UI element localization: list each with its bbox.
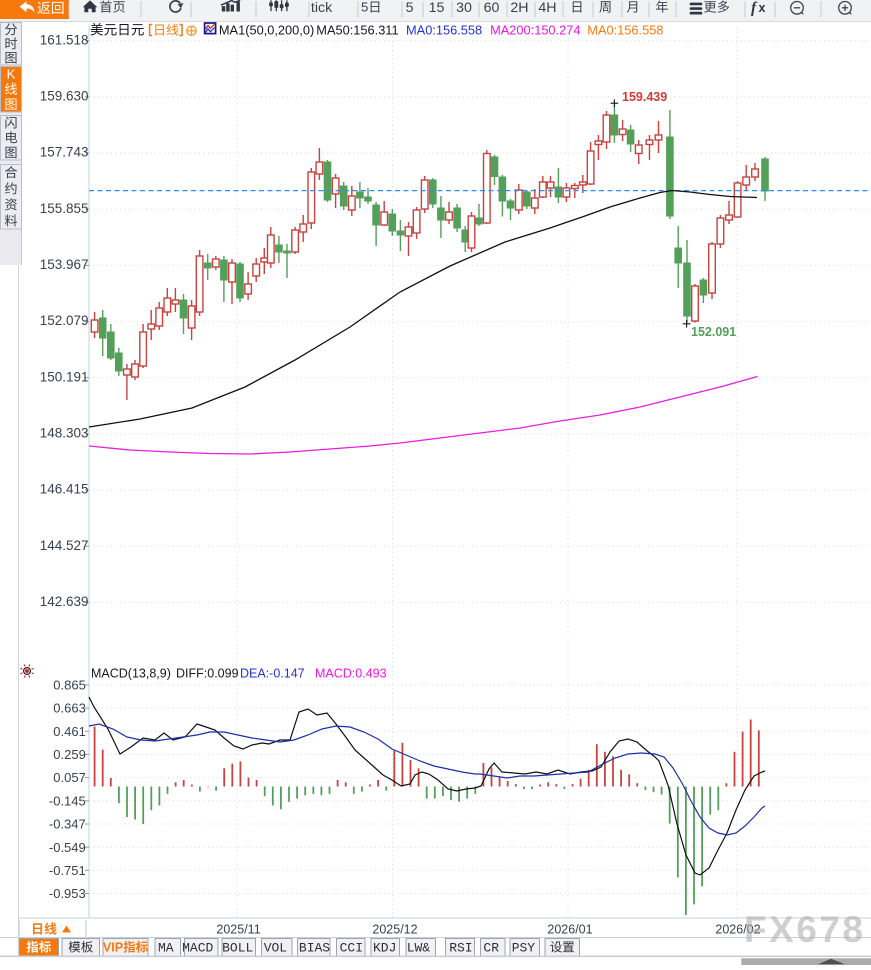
svg-text:x: x: [759, 1, 766, 15]
svg-text:-0.145: -0.145: [49, 793, 86, 808]
svg-text:DEA:-0.147: DEA:-0.147: [240, 667, 305, 681]
svg-text:-0.953: -0.953: [49, 886, 86, 901]
svg-text:RSI: RSI: [449, 941, 472, 956]
svg-text:148.303: 148.303: [40, 426, 89, 441]
svg-text:BOLL: BOLL: [222, 941, 253, 956]
svg-text:142.639: 142.639: [40, 594, 89, 609]
svg-text:5: 5: [406, 0, 414, 16]
svg-text:155.855: 155.855: [40, 201, 89, 216]
svg-text:2H: 2H: [510, 0, 528, 16]
svg-text:BIAS: BIAS: [299, 941, 330, 956]
svg-text:159.630: 159.630: [40, 89, 89, 104]
svg-text:153.967: 153.967: [40, 257, 89, 272]
svg-text:30: 30: [456, 0, 472, 16]
svg-text:DIFF:0.099: DIFF:0.099: [176, 667, 239, 681]
svg-text:f: f: [751, 0, 758, 16]
svg-text:0.663: 0.663: [53, 701, 86, 716]
svg-text:tick: tick: [311, 0, 333, 16]
svg-text:0.057: 0.057: [53, 770, 86, 785]
svg-text:159.439: 159.439: [622, 90, 667, 104]
svg-text:MACD: MACD: [182, 941, 213, 956]
svg-text:152.079: 152.079: [40, 313, 89, 328]
svg-text:157.743: 157.743: [40, 145, 89, 160]
svg-text:-0.347: -0.347: [49, 817, 86, 832]
svg-text:2026/01: 2026/01: [547, 923, 592, 937]
svg-text:2025/12: 2025/12: [372, 923, 417, 937]
svg-text:0.865: 0.865: [53, 678, 86, 693]
svg-text:0.461: 0.461: [53, 724, 86, 739]
svg-text:161.518: 161.518: [40, 32, 89, 47]
svg-text:MA0:156.558: MA0:156.558: [587, 23, 663, 38]
svg-text:15: 15: [429, 0, 445, 16]
svg-text:144.527: 144.527: [40, 538, 89, 553]
svg-text:2025/11: 2025/11: [216, 923, 260, 937]
svg-text:5: 5: [361, 0, 368, 15]
svg-text:VIP: VIP: [103, 941, 123, 955]
svg-text:MA: MA: [158, 941, 174, 956]
svg-text:60: 60: [484, 0, 500, 16]
svg-text:4H: 4H: [538, 0, 556, 16]
svg-text:CCI: CCI: [340, 941, 363, 956]
svg-text:146.415: 146.415: [40, 482, 89, 497]
svg-text:MACD(13,8,9): MACD(13,8,9): [91, 667, 171, 681]
svg-text:KDJ: KDJ: [373, 941, 396, 956]
svg-text:K: K: [7, 67, 16, 82]
svg-text:FX678: FX678: [744, 909, 866, 950]
svg-text:PSY: PSY: [512, 941, 536, 956]
svg-text:LW&: LW&: [407, 941, 431, 956]
svg-text:-0.751: -0.751: [49, 863, 86, 878]
svg-text:MA1(50,0,200,0): MA1(50,0,200,0): [219, 23, 314, 38]
svg-text:VOL: VOL: [264, 941, 287, 956]
svg-text:MA200:150.274: MA200:150.274: [490, 23, 580, 38]
svg-text:0.259: 0.259: [53, 747, 86, 762]
svg-text:MA0:156.558: MA0:156.558: [406, 23, 482, 38]
svg-text:152.091: 152.091: [691, 325, 736, 339]
svg-text:MACD:0.493: MACD:0.493: [315, 667, 387, 681]
svg-text:2026/02: 2026/02: [715, 923, 760, 937]
svg-text:MA50:156.311: MA50:156.311: [316, 23, 398, 38]
svg-text:-0.549: -0.549: [49, 840, 86, 855]
svg-text:CR: CR: [483, 941, 499, 956]
svg-text:150.191: 150.191: [40, 369, 89, 384]
